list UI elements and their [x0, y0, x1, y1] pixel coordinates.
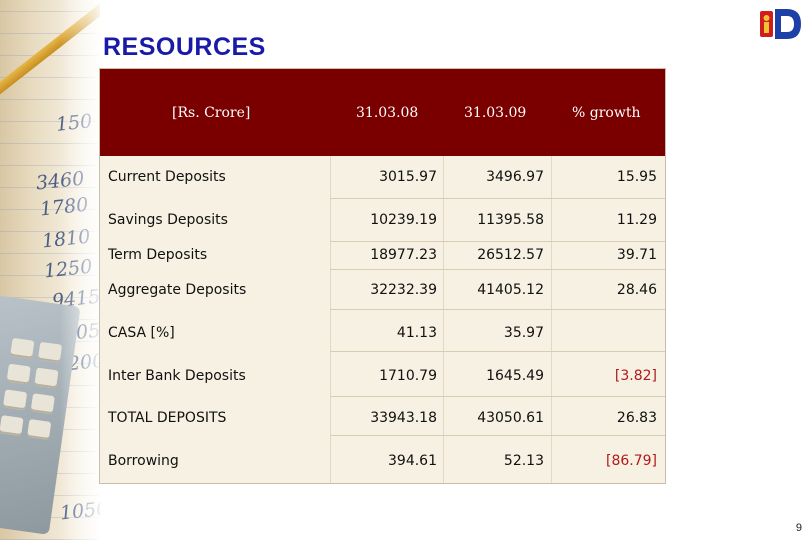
- value-growth: 26.83: [616, 410, 657, 426]
- resources-table: [Rs. Crore] 31.03.08 31.03.09 % growth C…: [99, 68, 666, 484]
- value-2009: 26512.57: [477, 247, 544, 263]
- value-2008: 3015.97: [379, 169, 437, 185]
- value-growth: 11.29: [616, 212, 657, 228]
- value-2008: 1710.79: [379, 368, 437, 384]
- header-col-2009: 31.03.09: [464, 105, 527, 121]
- value-2008: 10239.19: [370, 212, 437, 228]
- value-2008: 18977.23: [370, 247, 437, 263]
- row-label: Savings Deposits: [108, 212, 228, 228]
- row-label: TOTAL DEPOSITS: [108, 410, 227, 426]
- value-2008: 32232.39: [370, 282, 437, 298]
- value-2009: 35.97: [503, 325, 544, 341]
- row-label: Borrowing: [108, 453, 179, 469]
- value-2009: 3496.97: [486, 169, 544, 185]
- row-label: CASA [%]: [108, 325, 175, 341]
- row-label: Aggregate Deposits: [108, 282, 247, 298]
- row-label: Inter Bank Deposits: [108, 368, 246, 384]
- row-label: Current Deposits: [108, 169, 226, 185]
- value-2009: 52.13: [503, 453, 544, 469]
- value-2009: 11395.58: [477, 212, 544, 228]
- value-growth: [3.82]: [614, 368, 657, 384]
- value-2008: 41.13: [396, 325, 437, 341]
- value-2008: 394.61: [388, 453, 437, 469]
- row-label: Term Deposits: [108, 247, 208, 263]
- decorative-background-image: 150 3460 1780 1810 1250 9415 1705 4200 1…: [0, 0, 100, 540]
- value-2009: 1645.49: [486, 368, 544, 384]
- value-2009: 41405.12: [477, 282, 544, 298]
- value-growth: 15.95: [616, 169, 657, 185]
- table-header: [Rs. Crore] 31.03.08 31.03.09 % growth: [100, 69, 665, 156]
- value-2008: 33943.18: [370, 410, 437, 426]
- slide-title: RESOURCES: [103, 33, 266, 61]
- header-unit: [Rs. Crore]: [172, 105, 251, 121]
- value-growth: 39.71: [616, 247, 657, 263]
- header-col-growth: % growth: [572, 105, 641, 121]
- value-2009: 43050.61: [477, 410, 544, 426]
- value-growth: 28.46: [616, 282, 657, 298]
- value-growth: [86.79]: [605, 453, 657, 469]
- page-number: 9: [795, 522, 802, 534]
- header-col-2008: 31.03.08: [356, 105, 419, 121]
- bank-logo-icon: [757, 6, 803, 42]
